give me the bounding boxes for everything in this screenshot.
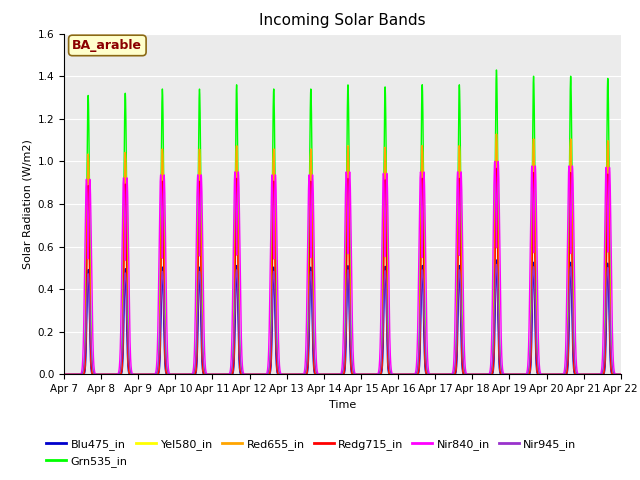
Nir840_in: [273, 226, 280, 232]
Line: Nir945_in: Nir945_in: [64, 264, 621, 374]
Line: Grn535_in: Grn535_in: [64, 70, 621, 374]
Red655_in: [493, 131, 500, 137]
Grn535_in: [273, 335, 280, 341]
Nir945_in: [60, 372, 68, 377]
Grn535_in: [60, 372, 68, 377]
Nir840_in: [617, 372, 625, 377]
Yel580_in: [60, 372, 68, 377]
Nir840_in: [494, 158, 502, 164]
Blu475_in: [60, 372, 68, 377]
Grn535_in: [161, 321, 169, 327]
Nir945_in: [394, 372, 402, 377]
Line: Redg715_in: Redg715_in: [64, 168, 621, 374]
Nir840_in: [476, 372, 483, 377]
Red655_in: [161, 345, 169, 351]
Text: BA_arable: BA_arable: [72, 39, 142, 52]
Yel580_in: [493, 131, 500, 137]
Blu475_in: [273, 367, 280, 373]
Grn535_in: [394, 372, 402, 377]
Red655_in: [617, 372, 625, 377]
Redg715_in: [518, 372, 525, 377]
Nir840_in: [394, 372, 402, 377]
Red655_in: [60, 372, 68, 377]
Blu475_in: [161, 364, 169, 370]
Nir945_in: [493, 262, 500, 267]
Red655_in: [476, 372, 483, 377]
Grn535_in: [493, 67, 500, 73]
Yel580_in: [518, 372, 525, 377]
Grn535_in: [422, 362, 430, 368]
Nir840_in: [60, 372, 68, 377]
Yel580_in: [161, 345, 169, 351]
Red655_in: [518, 372, 525, 377]
Yel580_in: [422, 368, 430, 374]
Redg715_in: [476, 372, 483, 377]
Grn535_in: [476, 372, 483, 377]
Redg715_in: [493, 166, 500, 171]
Redg715_in: [60, 372, 68, 377]
Line: Red655_in: Red655_in: [64, 134, 621, 374]
Redg715_in: [617, 372, 625, 377]
Nir945_in: [476, 372, 483, 377]
Nir945_in: [617, 372, 625, 377]
Legend: Blu475_in, Grn535_in, Yel580_in, Red655_in, Redg715_in, Nir840_in, Nir945_in: Blu475_in, Grn535_in, Yel580_in, Red655_…: [42, 435, 581, 471]
Blu475_in: [394, 372, 402, 377]
Nir945_in: [273, 341, 280, 347]
Blu475_in: [476, 372, 483, 377]
X-axis label: Time: Time: [329, 400, 356, 409]
Redg715_in: [394, 372, 402, 377]
Red655_in: [394, 372, 402, 377]
Line: Nir840_in: Nir840_in: [64, 161, 621, 374]
Yel580_in: [394, 372, 402, 377]
Nir840_in: [422, 288, 430, 294]
Grn535_in: [617, 372, 625, 377]
Yel580_in: [273, 354, 280, 360]
Yel580_in: [617, 372, 625, 377]
Nir945_in: [422, 358, 430, 364]
Nir945_in: [161, 335, 169, 340]
Redg715_in: [161, 354, 169, 360]
Grn535_in: [518, 372, 525, 377]
Line: Blu475_in: Blu475_in: [64, 260, 621, 374]
Nir840_in: [161, 209, 169, 215]
Red655_in: [273, 354, 280, 360]
Blu475_in: [518, 372, 525, 377]
Nir840_in: [518, 372, 525, 377]
Title: Incoming Solar Bands: Incoming Solar Bands: [259, 13, 426, 28]
Blu475_in: [617, 372, 625, 377]
Redg715_in: [422, 370, 430, 376]
Yel580_in: [476, 372, 483, 377]
Red655_in: [422, 368, 430, 374]
Blu475_in: [422, 371, 430, 377]
Blu475_in: [493, 257, 500, 263]
Line: Yel580_in: Yel580_in: [64, 134, 621, 374]
Nir945_in: [518, 372, 525, 377]
Y-axis label: Solar Radiation (W/m2): Solar Radiation (W/m2): [22, 139, 32, 269]
Redg715_in: [273, 360, 280, 366]
